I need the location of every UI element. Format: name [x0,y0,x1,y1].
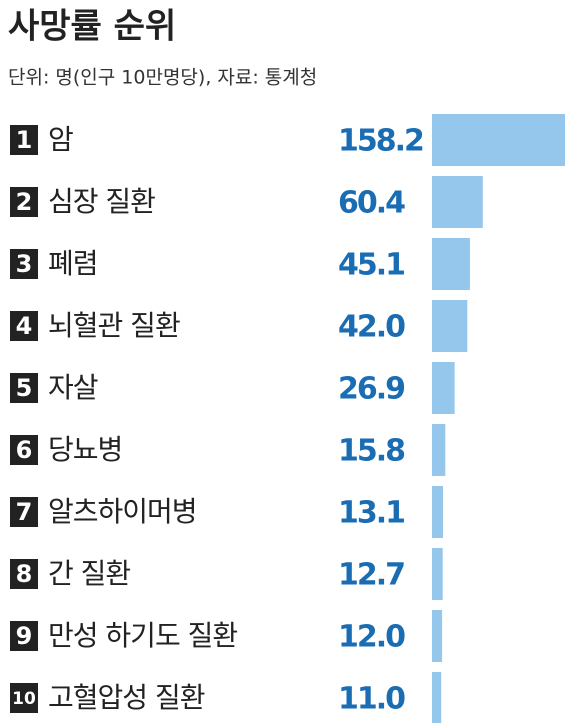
value-label: 42.0 [338,310,405,345]
bar [432,424,446,476]
rank-box [10,435,38,465]
rank-label: 5 [16,374,33,402]
bar [432,672,442,723]
rank-box [10,683,38,713]
bar [432,176,483,228]
rank-box [10,373,38,403]
rank-box [10,125,38,155]
category-label: 만성 하기도 질환 [48,619,237,652]
rank-label: 10 [12,689,36,709]
value-label: 60.4 [338,186,405,221]
value-label: 12.0 [338,620,405,655]
value-label: 26.9 [338,372,404,407]
rank-label: 7 [16,498,33,526]
category-label: 알츠하이머병 [48,495,197,528]
category-label: 간 질환 [48,557,130,590]
category-label: 뇌혈관 질환 [48,309,180,342]
rank-box [10,621,38,651]
rank-label: 4 [16,312,33,340]
rank-box [10,559,38,589]
bar [432,486,444,538]
bar [432,238,470,290]
category-label: 심장 질환 [48,185,155,218]
chart-subtitle: 단위: 명(인구 10만명당), 자료: 통계청 [8,67,317,89]
rank-box [10,497,38,527]
rank-box [10,311,38,341]
category-label: 고혈압성 질환 [48,681,205,714]
bar [432,548,443,600]
rank-label: 2 [16,188,33,216]
chart-title: 사망률 순위 [8,7,176,47]
value-label: 15.8 [338,434,405,469]
value-label: 158.2 [338,124,423,159]
bar [432,362,455,414]
rank-label: 9 [16,622,33,650]
rank-label: 8 [16,560,33,588]
bar [432,610,443,662]
rank-label: 6 [16,436,33,464]
bar [432,114,565,166]
value-label: 11.0 [338,682,405,717]
category-label: 자살 [48,371,98,404]
category-label: 암 [48,123,73,156]
value-label: 45.1 [338,248,404,283]
rank-box [10,187,38,217]
value-label: 13.1 [338,496,404,531]
value-label: 12.7 [338,558,404,593]
rank-box [10,249,38,279]
bar [432,300,468,352]
rank-label: 3 [16,250,33,278]
category-label: 폐렴 [48,247,98,280]
category-label: 당뇨병 [48,433,122,466]
rank-label: 1 [16,126,33,154]
